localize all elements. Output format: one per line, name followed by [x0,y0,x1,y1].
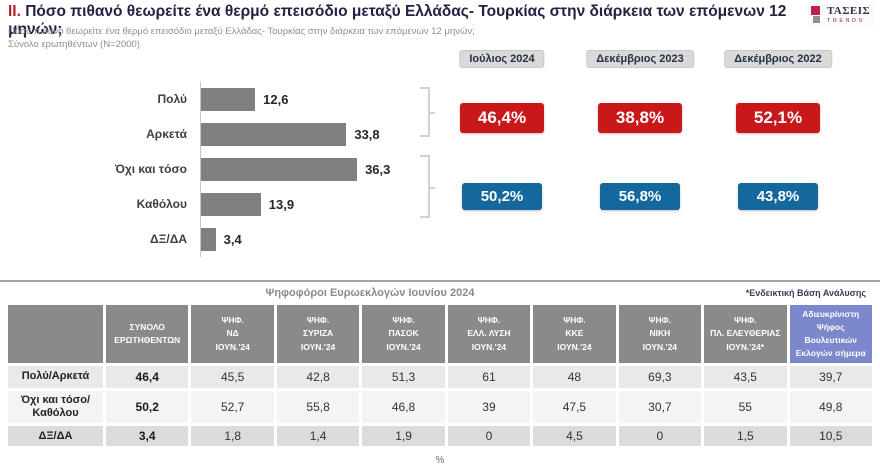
bar-row: Πολύ 12,6 [8,82,428,117]
table-cell: 0 [618,426,702,447]
column-header: ΨΗΦ. ΠΛ. ΕΛΕΥΘΕΡΙΑΣ ΙΟΥΝ.'24* [704,305,787,363]
bar-row: Αρκετά 33,8 [8,117,428,152]
table-cell: 46,4 [106,366,189,388]
table-cell: 52,7 [191,391,274,424]
bracket-poly-arketa [420,87,435,137]
bar [201,123,347,146]
bar-row: Όχι και τόσο 36,3 [8,152,428,187]
bar-category-label: Πολύ [157,91,187,106]
table-cell: 39,7 [789,366,872,388]
wave-comparison: Ιούλιος 2024 46,4% 50,2% Δεκέμβριος 2023 38,… [433,50,847,222]
table-cell: 51,3 [362,366,445,388]
table-title: Ψηφοφόροι Ευρωεκλογών Ιουνίου 2024 [265,287,475,299]
column-header: ΨΗΦ. ΠΑΣΟΚ ΙΟΥΝ.'24 [362,305,445,363]
corner-header-cell [8,305,103,363]
table-cell: 1,5 [704,426,787,447]
table-cell: 0 [447,426,531,447]
bar [201,193,261,216]
bar-value-label: 13,9 [268,197,295,212]
table-cell: 55,8 [276,391,360,424]
column-header: ΨΗΦ. ΝΔ ΙΟΥΝ.'24 [191,305,274,363]
bar-value-label: 36,3 [365,162,391,177]
table-cell: 69,3 [618,366,702,388]
table-cell: 45,5 [191,366,274,388]
negative-share-badge: 50,2% [462,183,542,210]
likelihood-bar-chart: Πολύ 12,6 Αρκετά 33,8 Όχι και τόσο 36,3 Καθόλο… [8,82,428,257]
table-cell: 46,8 [362,391,445,424]
bar-value-label: 33,8 [354,127,380,142]
table-cell: 39 [447,391,531,424]
table-row: ΔΞ/ΔΑ 3,4 1,8 1,4 1,9 0 4,5 0 1,5 10,5 [8,426,872,447]
table-cell: 1,4 [276,426,360,447]
column-header: ΨΗΦ. ΝΙΚΗ ΙΟΥΝ.'24 [618,305,702,363]
row-label: Πολύ/Αρκετά [8,366,103,388]
logo-name: ΤΑΣΕΙΣ [827,5,871,17]
taseis-logo: ΤΑΣΕΙΣ TRENDS [808,3,874,27]
negative-share-badge: 43,8% [738,183,818,210]
page-title: II. Πόσο πιθανό θεωρείτε ένα θερμό επεισ… [8,3,808,39]
bar-category-label: Όχι και τόσο [114,161,187,176]
table-row: Πολύ/Αρκετά 46,4 45,5 42,8 51,3 61 48 69,3 43,5 3… [8,366,872,388]
positive-share-badge: 38,8% [598,103,682,133]
wave-label: Δεκέμβριος 2023 [586,50,694,68]
column-header: Αδιευκρίνιστη Ψήφος Βουλευτικών Εκλογών σήμ… [789,305,872,363]
crosstab-table: ΣΥΝΟΛΟ ΕΡΩΤΗΘΕΝΤΩΝ ΨΗΦ. ΝΔ ΙΟΥΝ.'24 ΨΗΦ. ΣΥΡΙΖ… [5,302,875,449]
bar-row: Καθόλου 13,9 [8,187,428,222]
unit-note: % [435,455,445,466]
table-cell: 1,8 [191,426,274,447]
bar [201,158,358,181]
wave-label: Ιούλιος 2024 [459,50,545,68]
table-cell: 50,2 [106,391,189,424]
question-subtitle: Πόσο πιθανό θεωρείτε ένα θερμό επεισόδιο… [8,26,475,37]
negative-share-badge: 56,8% [600,183,680,210]
column-header: ΨΗΦ. ΣΥΡΙΖΑ ΙΟΥΝ.'24 [276,305,360,363]
taseis-logo-icon [811,6,824,23]
wave-column: Ιούλιος 2024 46,4% 50,2% [433,50,571,222]
positive-share-badge: 46,4% [460,103,544,133]
table-cell: 61 [447,366,531,388]
column-header: ΨΗΦ. ΕΛΛ. ΛΥΣΗ ΙΟΥΝ.'24 [447,305,531,363]
row-label: Όχι και τόσο/Καθόλου [8,391,103,424]
section-divider [0,280,880,282]
wave-label: Δεκέμβριος 2022 [724,50,832,68]
table-cell: 42,8 [276,366,360,388]
column-header: ΣΥΝΟΛΟ ΕΡΩΤΗΘΕΝΤΩΝ [106,305,189,363]
bar-category-label: ΔΞ/ΔΑ [150,231,187,246]
table-cell: 30,7 [618,391,702,424]
bar-row: ΔΞ/ΔΑ 3,4 [8,222,428,257]
bar [201,88,256,111]
table-cell: 49,8 [789,391,872,424]
sample-base-note: Σύνολο ερωτηθέντων (N=2000) [8,39,140,50]
bar-value-label: 12,6 [263,92,289,107]
bar-category-label: Καθόλου [136,196,187,211]
wave-column: Δεκέμβριος 2023 38,8% 56,8% [571,50,709,222]
bar-value-label: 3,4 [223,232,242,247]
title-number: II. [8,3,21,20]
title-text: Πόσο πιθανό θεωρείτε ένα θερμό επεισόδιο… [8,3,787,38]
bracket-oxi-katholou [420,155,435,218]
table-note: *Ενδεικτική Βάση Ανάλυσης [745,288,866,298]
table-cell: 4,5 [533,426,616,447]
positive-share-badge: 52,1% [736,103,820,133]
table-cell: 48 [533,366,616,388]
row-label: ΔΞ/ΔΑ [8,426,103,447]
wave-column: Δεκέμβριος 2022 52,1% 43,8% [709,50,847,222]
table-cell: 1,9 [362,426,445,447]
column-header: ΨΗΦ. ΚΚΕ ΙΟΥΝ.'24 [533,305,616,363]
table-cell: 3,4 [106,426,189,447]
bar [201,228,216,251]
logo-subname: TRENDS [827,18,865,25]
table-cell: 47,5 [533,391,616,424]
bar-category-label: Αρκετά [146,126,187,141]
table-cell: 43,5 [704,366,787,388]
table-cell: 55 [704,391,787,424]
table-row: Όχι και τόσο/Καθόλου 50,2 52,7 55,8 46,8 39 47… [8,391,872,424]
table-cell: 10,5 [789,426,872,447]
